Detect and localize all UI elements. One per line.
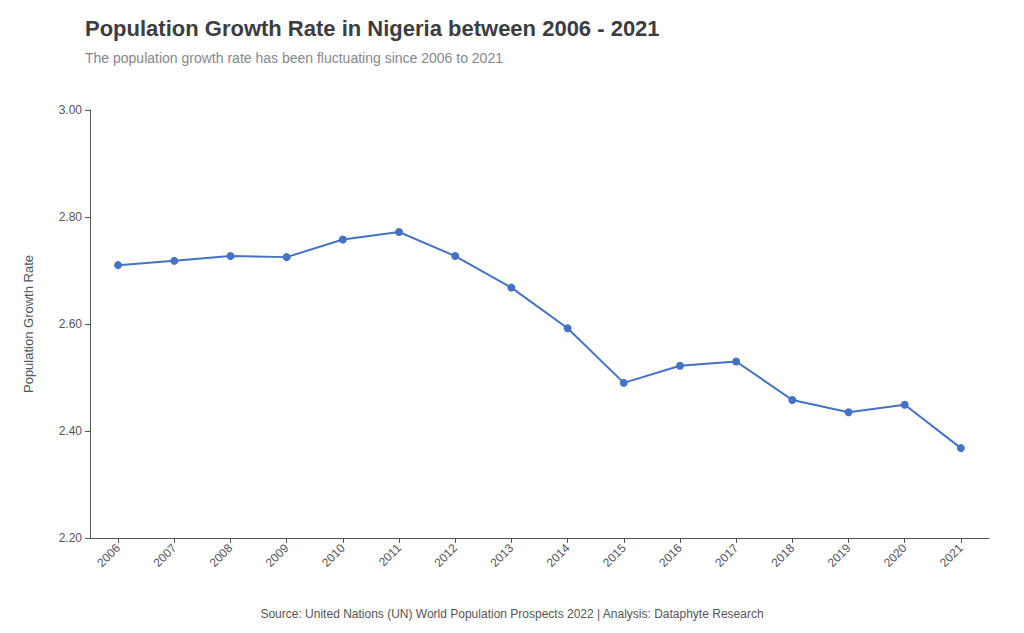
svg-text:2.40: 2.40	[59, 424, 83, 438]
svg-text:2014: 2014	[544, 541, 573, 570]
svg-text:2.60: 2.60	[59, 317, 83, 331]
svg-text:2021: 2021	[937, 541, 966, 570]
svg-text:2020: 2020	[881, 541, 910, 570]
svg-text:2011: 2011	[376, 541, 404, 569]
svg-text:3.00: 3.00	[59, 103, 83, 117]
svg-text:2017: 2017	[712, 541, 741, 570]
svg-text:2010: 2010	[319, 541, 348, 570]
svg-text:2.20: 2.20	[59, 531, 83, 545]
svg-text:2008: 2008	[207, 541, 236, 570]
svg-text:Source: United Nations (UN) Wo: Source: United Nations (UN) World Popula…	[260, 607, 763, 621]
svg-text:2016: 2016	[656, 541, 685, 570]
svg-text:Population Growth Rate: Population Growth Rate	[21, 255, 36, 393]
svg-text:2018: 2018	[769, 541, 798, 570]
svg-text:2.80: 2.80	[59, 210, 83, 224]
svg-text:The population growth rate has: The population growth rate has been fluc…	[85, 50, 503, 66]
svg-text:2013: 2013	[488, 541, 517, 570]
svg-text:2009: 2009	[263, 541, 292, 570]
svg-text:2006: 2006	[94, 541, 123, 570]
svg-text:2012: 2012	[431, 541, 460, 570]
svg-text:2019: 2019	[825, 541, 854, 570]
svg-text:Population Growth Rate in Nige: Population Growth Rate in Nigeria betwee…	[85, 16, 660, 41]
svg-text:2007: 2007	[150, 541, 179, 570]
svg-text:2015: 2015	[600, 541, 629, 570]
